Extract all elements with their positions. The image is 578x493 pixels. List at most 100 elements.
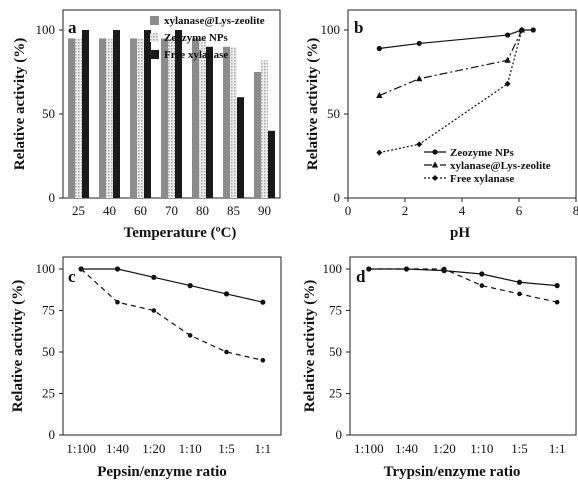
bar-2-60 <box>144 30 151 198</box>
x-tick-label-b: 8 <box>573 203 578 218</box>
y-tick-label-c: 75 <box>42 303 55 318</box>
plot-frame-c <box>62 256 282 436</box>
legend-label-a: xylanase@Lys-zeolite <box>164 15 265 27</box>
bar-0-90 <box>254 72 261 198</box>
legend-swatch-a <box>150 16 159 25</box>
y-tick-label-b: 0 <box>334 190 341 205</box>
panel-a: a 0 50 100 25 40 60 70 80 85 90 xylanase@Lys-zeo… <box>12 9 281 241</box>
panel-b: b 0 50 100 0 2 4 6 8 Zeozyme NPsxylanase@Lys-z… <box>305 9 578 241</box>
y-axis-label-d: Relative activity (%) <box>302 280 318 412</box>
data-point-b <box>416 75 423 82</box>
data-point-b <box>504 56 511 63</box>
x-ticks-b: 0 2 4 6 8 <box>345 198 578 218</box>
data-point-c <box>223 291 230 297</box>
series-line-d <box>368 268 558 303</box>
data-point-c <box>151 274 157 280</box>
y-tick-label-c: 0 <box>49 427 56 442</box>
bar-2-70 <box>175 30 182 198</box>
y-tick-label-b: 50 <box>327 106 340 121</box>
x-tick-label-a: 80 <box>196 203 209 218</box>
x-tick-label-c: 1:1 <box>255 441 272 456</box>
x-tick-label-a: 60 <box>134 203 147 218</box>
data-point-b <box>376 149 383 156</box>
legend-label-a: Free xylanase <box>164 49 228 61</box>
x-tick-label-a: 90 <box>258 203 271 218</box>
bar-1-40 <box>106 38 113 199</box>
y-tick-label-d: 100 <box>323 261 343 276</box>
bar-2-90 <box>268 130 275 198</box>
x-axis-label-b: pH <box>450 225 470 241</box>
series-line-b <box>379 29 523 97</box>
legend-label-b: xylanase@Lys-zeolite <box>450 160 551 172</box>
x-tick-label-a: 25 <box>72 203 85 218</box>
legend-label-b: Free xylanase <box>450 173 514 185</box>
data-point-b <box>530 27 536 33</box>
data-point-c <box>224 349 229 355</box>
x-tick-label-c: 1:40 <box>106 441 129 456</box>
data-point-d <box>516 279 523 285</box>
data-point-c <box>260 299 266 305</box>
y-ticks-a: 0 50 100 <box>36 22 63 205</box>
bar-0-85 <box>223 46 230 198</box>
data-point-d <box>366 266 372 272</box>
x-tick-label-d: 1:1 <box>549 441 566 456</box>
legend-marker-b <box>432 175 438 181</box>
series-line-b <box>379 29 534 50</box>
data-point-b <box>376 92 383 99</box>
x-axis-label-a: Temperature (ºC) <box>124 225 237 241</box>
legend-a: xylanase@Lys-zeolite Zeozyme NPs Free xyla… <box>150 15 265 61</box>
x-tick-label-d: 1:40 <box>395 441 418 456</box>
bar-0-80 <box>192 38 199 199</box>
data-point-d <box>441 266 447 272</box>
y-tick-label-d: 75 <box>329 303 342 318</box>
panel-letter-a: a <box>68 18 77 37</box>
data-point-b <box>504 80 511 87</box>
y-ticks-b: 0 50 100 <box>321 22 348 205</box>
x-tick-label-a: 40 <box>103 203 116 218</box>
y-tick-label-a: 100 <box>36 22 56 37</box>
panel-d: d 0 25 50 75 100 1:100 1:40 1:20 1:10 1:5 1:1 Rel… <box>302 256 577 480</box>
bar-1-60 <box>137 38 144 199</box>
legend-swatch-a <box>150 50 159 59</box>
y-tick-label-b: 100 <box>321 22 341 37</box>
x-tick-label-b: 4 <box>459 203 466 218</box>
data-point-b <box>416 141 423 148</box>
data-point-b <box>416 40 422 47</box>
y-tick-label-d: 25 <box>329 386 342 401</box>
data-point-b <box>376 45 382 52</box>
y-tick-label-a: 50 <box>42 106 55 121</box>
bar-0-70 <box>161 38 168 199</box>
panel-letter-d: d <box>356 267 366 286</box>
y-axis-label-b: Relative activity (%) <box>305 38 321 170</box>
data-point-d <box>517 291 522 297</box>
y-ticks-c: 0 25 50 75 100 <box>36 261 63 442</box>
data-point-d <box>554 299 560 305</box>
bar-1-90 <box>261 60 268 198</box>
x-tick-label-b: 0 <box>345 203 352 218</box>
data-point-d <box>479 283 485 288</box>
bar-1-25 <box>75 38 82 199</box>
x-tick-label-b: 2 <box>402 203 409 218</box>
x-tick-label-c: 1:20 <box>142 441 165 456</box>
series-line-c <box>80 268 263 361</box>
lines-c <box>78 266 266 363</box>
legend-marker-b <box>431 161 439 168</box>
data-point-c <box>114 266 121 272</box>
y-tick-label-d: 0 <box>336 427 343 442</box>
x-tick-label-b: 6 <box>516 203 523 218</box>
y-ticks-d: 0 25 50 75 100 <box>323 261 350 442</box>
data-point-c <box>151 308 157 313</box>
data-point-c <box>187 333 193 338</box>
x-ticks-a: 25 40 60 70 80 85 90 <box>72 203 271 218</box>
y-tick-label-c: 50 <box>42 344 55 359</box>
x-axis-label-c: Pepsin/enzyme ratio <box>97 464 227 480</box>
x-tick-label-d: 1:10 <box>470 441 493 456</box>
series-line-d <box>368 268 558 287</box>
panel-letter-c: c <box>68 267 76 286</box>
data-point-d <box>479 271 485 277</box>
y-tick-label-a: 0 <box>49 190 56 205</box>
bar-0-60 <box>130 38 137 199</box>
panel-letter-b: b <box>354 18 363 37</box>
